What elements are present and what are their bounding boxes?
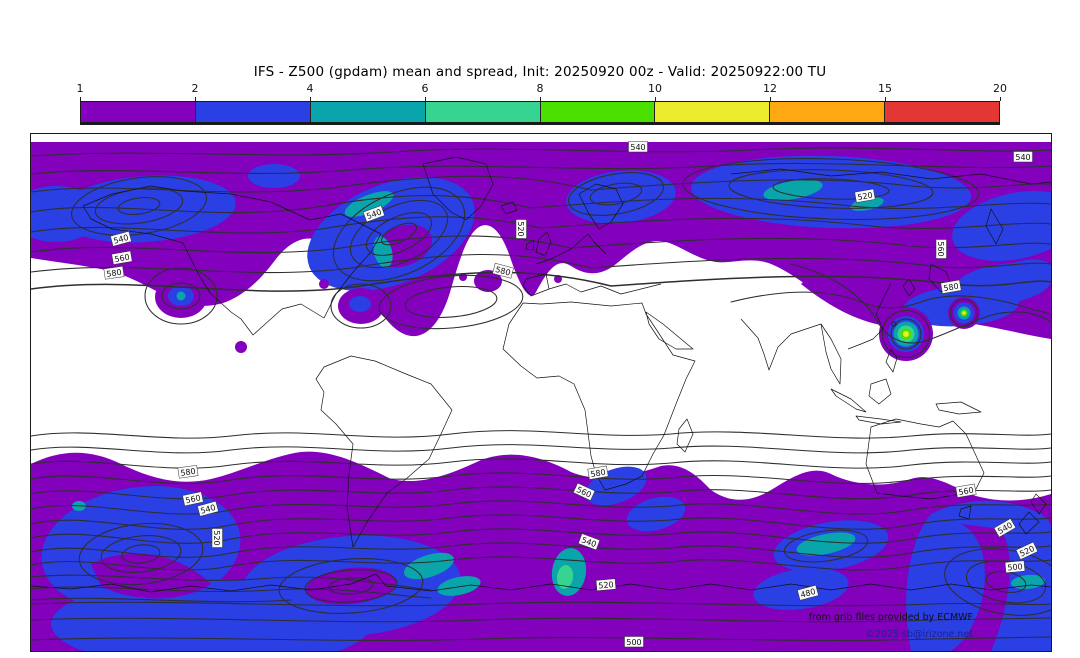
svg-text:520: 520	[516, 221, 525, 236]
colorbar-tick-label: 12	[763, 82, 777, 95]
svg-text:500: 500	[626, 638, 641, 647]
attribution-copyright: ©2025 sb@irizone.net	[865, 629, 973, 640]
colorbar-tick-labels: 1 2 4 6 8 10 12 15 20	[76, 82, 1008, 97]
contour-label: 580	[940, 279, 962, 294]
colorbar-tick-label: 8	[536, 82, 544, 95]
typhoon-spread-bullseye-west	[879, 307, 933, 361]
contour-label: 520	[515, 219, 527, 239]
contour-label: 520	[211, 528, 223, 548]
colorbar-tick	[424, 97, 426, 101]
contour-labels: 5405605805405405205405205805605805805605…	[103, 141, 1039, 648]
colorbar-tick	[539, 97, 541, 101]
contour-label: 500	[624, 636, 644, 648]
contour-label: 520	[854, 188, 876, 203]
contour-label: 560	[955, 483, 977, 498]
svg-text:560: 560	[958, 486, 975, 498]
svg-text:520: 520	[857, 191, 874, 203]
contour-label: 500	[1004, 560, 1026, 574]
colorbar-segment-12-15	[769, 102, 885, 122]
attribution-ecmwf: from grib files provided by ECMWF	[808, 612, 973, 623]
svg-text:560: 560	[936, 241, 945, 256]
contour-label: 580	[492, 262, 514, 279]
svg-text:480: 480	[800, 587, 817, 600]
svg-text:520: 520	[598, 580, 614, 590]
svg-text:580: 580	[590, 468, 607, 480]
contour-label: 540	[628, 141, 648, 153]
colorbar-tick	[654, 97, 656, 101]
colorbar-tick-label: 15	[878, 82, 892, 95]
typhoon-spread-bullseye-east	[948, 297, 980, 329]
svg-text:580: 580	[943, 282, 960, 294]
colorbar-segment-10-12	[654, 102, 770, 122]
colorbar-tick-label: 2	[191, 82, 199, 95]
contour-label: 560	[111, 250, 133, 265]
contour-label: 560	[935, 239, 947, 259]
colorbar-segment-4-6	[309, 102, 425, 122]
colorbar-ticks	[79, 97, 1001, 101]
page-title: IFS - Z500 (gpdam) mean and spread, Init…	[253, 64, 827, 80]
colorbar-bar	[80, 101, 1000, 125]
contour-label: 540	[362, 205, 385, 223]
svg-text:540: 540	[113, 233, 130, 246]
colorbar-tick-label: 1	[76, 82, 84, 95]
svg-text:500: 500	[1007, 562, 1023, 572]
contour-label: 560	[182, 491, 204, 507]
contour-label: 580	[177, 464, 199, 479]
svg-text:560: 560	[114, 253, 131, 265]
colorbar-tick	[194, 97, 196, 101]
svg-text:580: 580	[494, 265, 511, 278]
colorbar-tick-label: 4	[306, 82, 314, 95]
contour-label: 580	[587, 465, 609, 480]
colorbar-tick	[309, 97, 311, 101]
coastlines	[31, 156, 1051, 593]
colorbar-segment-8-10	[539, 102, 655, 122]
svg-text:540: 540	[1015, 153, 1030, 162]
colorbar-tick-label: 10	[648, 82, 662, 95]
colorbar-tick	[79, 97, 81, 101]
colorbar-tick-label: 6	[421, 82, 429, 95]
colorbar-segment-1-2	[81, 102, 195, 122]
svg-text:520: 520	[212, 530, 221, 545]
contour-label: 480	[797, 584, 819, 601]
colorbar-tick	[884, 97, 886, 101]
contour-label: 540	[1013, 151, 1033, 163]
spread-colorbar: 1 2 4 6 8 10 12 15 20	[76, 82, 1008, 125]
svg-text:580: 580	[106, 268, 122, 279]
svg-text:560: 560	[185, 493, 202, 505]
world-map: 540 560 580 540 540 520 540 520 580 560 580 580 560 5…	[30, 133, 1052, 652]
contour-lines	[31, 147, 1051, 641]
svg-text:540: 540	[630, 143, 645, 152]
map-svg: 5405605805405405205405205805605805805605…	[31, 134, 1051, 651]
colorbar-tick	[999, 97, 1001, 101]
colorbar-segment-15-20	[884, 102, 999, 122]
contour-label: 580	[103, 265, 125, 280]
contour-label: 540	[993, 518, 1017, 538]
contour-label: 540	[197, 500, 219, 517]
contour-label: 540	[110, 230, 132, 247]
colorbar-tick-label: 20	[993, 82, 1007, 95]
svg-text:580: 580	[180, 467, 196, 478]
colorbar-segment-6-8	[424, 102, 540, 122]
colorbar-segment-2-4	[194, 102, 310, 122]
colorbar-tick	[769, 97, 771, 101]
contour-label: 540	[578, 533, 601, 551]
contour-label: 520	[595, 578, 617, 592]
svg-text:540: 540	[200, 503, 217, 516]
